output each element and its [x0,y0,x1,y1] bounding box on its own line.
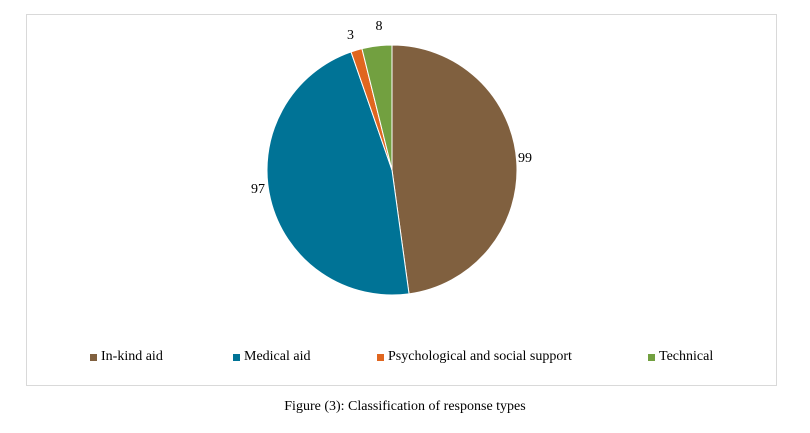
figure-caption: Figure (3): Classification of response t… [284,399,526,414]
legend-swatch-technical [648,353,655,361]
legend-item-medical-aid: Medical aid [233,348,310,366]
chart-area: 99 97 3 8 In-kind aid Medical aid Psycholog… [26,14,777,386]
data-label-in-kind-aid: 99 [518,151,532,166]
legend-swatch-in-kind-aid [90,353,97,361]
data-label-psychological-support: 3 [347,28,354,43]
legend-label-medical-aid: Medical aid [244,349,311,364]
legend-item-psychological-support: Psychological and social support [377,348,572,366]
data-label-medical-aid: 97 [251,182,265,197]
legend-swatch-psychological-support [377,353,384,361]
legend-label-in-kind-aid: In-kind aid [101,349,163,364]
legend-label-psychological-support: Psychological and social support [388,349,572,364]
legend-label-technical: Technical [659,349,714,364]
legend-item-in-kind-aid: In-kind aid [90,348,163,366]
pie-slice-in-kind-aid [391,44,518,295]
pie-chart: 99 97 3 8 [251,19,532,296]
legend-item-technical: Technical [648,348,713,366]
pie-slice-medical-aid [266,51,410,296]
legend: In-kind aid Medical aid Psychological an… [27,348,778,368]
legend-swatch-medical-aid [233,353,240,361]
data-label-technical: 8 [376,19,383,34]
pie-slice-technical [361,44,393,171]
